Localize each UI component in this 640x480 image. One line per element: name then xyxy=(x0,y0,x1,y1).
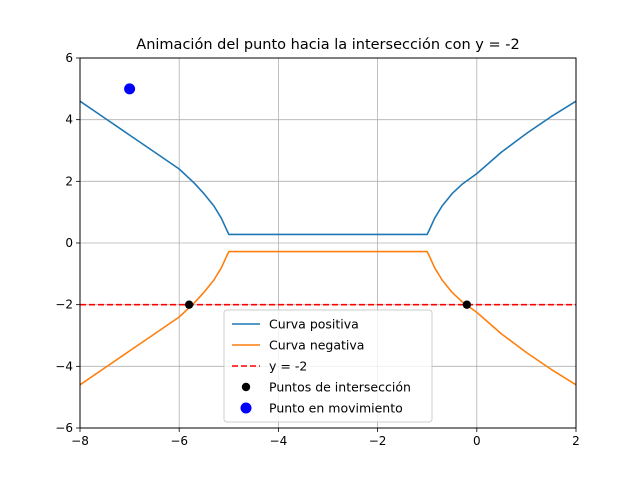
series-line-0 xyxy=(79,100,577,236)
y-tick-label: 2 xyxy=(65,174,73,188)
legend-marker-4 xyxy=(240,402,252,414)
y-tick-label: 6 xyxy=(65,51,73,65)
legend-label-1: Curva negativa xyxy=(269,338,364,353)
x-tick-label: −2 xyxy=(369,434,387,448)
legend-label-2: y = -2 xyxy=(269,359,307,374)
x-tick-label: −8 xyxy=(71,434,89,448)
intersection-point xyxy=(462,300,472,309)
series-line-1 xyxy=(79,250,577,386)
chart-title: Animación del punto hacia la intersecció… xyxy=(136,37,519,53)
legend: Curva positiva Curva negativa y = -2 Puntos… xyxy=(223,309,433,423)
legend-label-0: Curva positiva xyxy=(269,317,359,332)
legend-box xyxy=(223,309,433,423)
legend-label-4: Punto en movimiento xyxy=(269,401,403,416)
x-tick-label: 2 xyxy=(572,434,580,448)
legend-label-3: Puntos de intersección xyxy=(269,380,411,395)
y-tick-label: −4 xyxy=(55,359,73,373)
y-tick-label: −6 xyxy=(55,421,73,435)
series-layer xyxy=(79,100,577,386)
x-tick-label: 0 xyxy=(473,434,481,448)
x-tick-label: −6 xyxy=(170,434,188,448)
x-tick-label: −4 xyxy=(270,434,288,448)
legend-items: Curva positiva Curva negativa y = -2 Puntos… xyxy=(232,317,411,416)
intersection-point xyxy=(184,300,194,309)
y-tick-label: −2 xyxy=(55,298,73,312)
y-tick-label: 4 xyxy=(65,113,73,127)
moving-point xyxy=(124,83,136,95)
points-layer xyxy=(124,83,472,309)
legend-marker-3 xyxy=(241,382,251,392)
y-tick-label: 0 xyxy=(65,236,73,250)
